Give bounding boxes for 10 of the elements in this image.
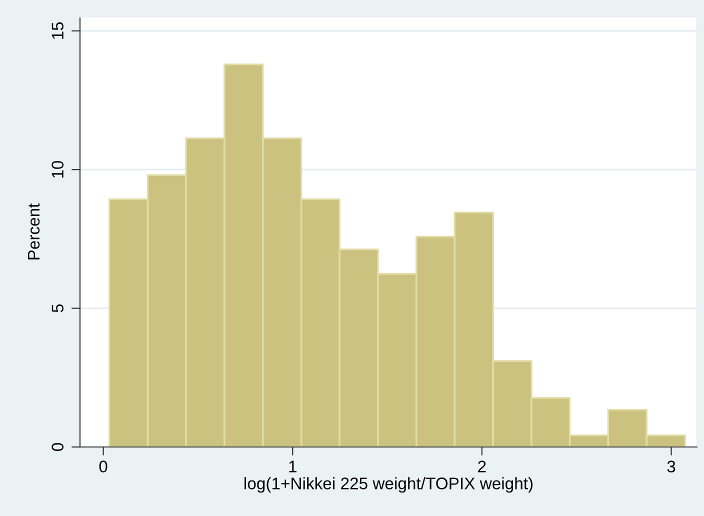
y-tick-label: 0 (52, 443, 64, 451)
y-tick-label: 5 (52, 304, 64, 312)
x-tick-label: 0 (99, 460, 108, 472)
x-tick-label: 3 (667, 460, 676, 472)
y-tick-label: 15 (52, 22, 64, 39)
x-tick-label: 2 (478, 460, 486, 472)
y-tick-label: 10 (52, 160, 64, 178)
x-axis-title: log(1+Nikkei 225 weight/TOPIX weight) (244, 477, 533, 493)
x-tick-label: 1 (289, 460, 296, 472)
y-axis-title: Percent (28, 203, 40, 260)
